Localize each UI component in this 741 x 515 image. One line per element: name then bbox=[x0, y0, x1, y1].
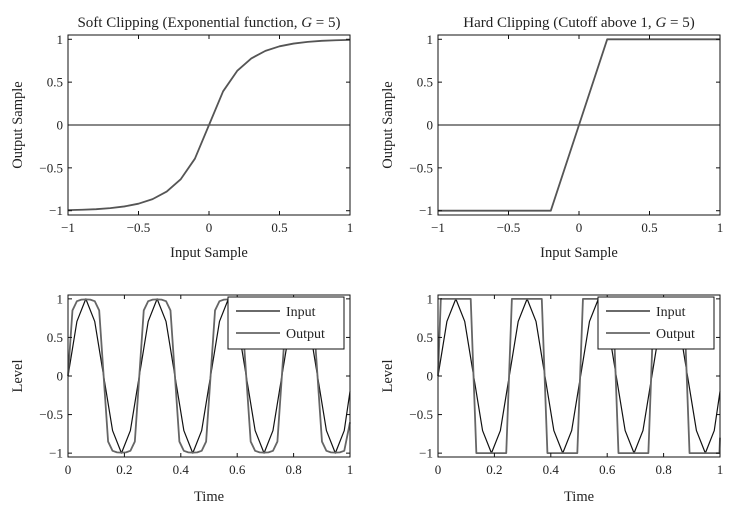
x-tick-label: 0.4 bbox=[173, 462, 190, 477]
y-tick-label: 1 bbox=[57, 32, 64, 47]
x-tick-label: 0.6 bbox=[599, 462, 616, 477]
y-tick-label: 0 bbox=[57, 118, 64, 133]
x-tick-label: 0 bbox=[576, 220, 583, 235]
legend: Input Output bbox=[597, 296, 715, 350]
x-tick-label: −1 bbox=[431, 220, 445, 235]
hard-clipping-time-panel: 0 0.2 0.4 0.6 0.8 1 −1 −0.5 0 0.5 1 Time Level Input O… bbox=[380, 291, 723, 505]
y-tick-label: 0 bbox=[57, 369, 64, 384]
x-tick-label: 0.2 bbox=[116, 462, 132, 477]
y-tick-label: 1 bbox=[427, 32, 434, 47]
y-tick-label: 0.5 bbox=[417, 330, 433, 345]
legend-label-output: Output bbox=[656, 327, 695, 342]
y-axis-label: Level bbox=[380, 359, 396, 392]
soft-clipping-time-panel: 0 0.2 0.4 0.6 0.8 1 −1 −0.5 0 0.5 1 Time Level Input O… bbox=[10, 291, 353, 505]
x-axis-label: Input Sample bbox=[540, 245, 618, 261]
y-axis-label: Output Sample bbox=[380, 81, 396, 168]
x-tick-label: −1 bbox=[61, 220, 75, 235]
x-tick-label: 1 bbox=[347, 220, 354, 235]
x-tick-label: −0.5 bbox=[497, 220, 521, 235]
hard-clipping-panel: Hard Clipping (Cutoff above 1, G = 5) −1 −… bbox=[380, 15, 723, 261]
legend-box bbox=[227, 296, 345, 350]
y-tick-label: 0.5 bbox=[47, 330, 63, 345]
x-tick-label: 1 bbox=[347, 462, 354, 477]
x-tick-label: 0 bbox=[435, 462, 442, 477]
soft-clipping-panel: Soft Clipping (Exponential function, G =… bbox=[10, 15, 353, 261]
x-tick-label: 0.5 bbox=[641, 220, 657, 235]
y-axis-label: Output Sample bbox=[10, 81, 26, 168]
x-axis-label: Time bbox=[194, 489, 224, 505]
y-tick-label: −1 bbox=[49, 446, 63, 461]
y-tick-label: −0.5 bbox=[409, 160, 433, 175]
x-axis-label: Time bbox=[564, 489, 594, 505]
x-axis-label: Input Sample bbox=[170, 245, 248, 261]
x-tick-label: 0 bbox=[206, 220, 213, 235]
chart-title: Soft Clipping (Exponential function, G =… bbox=[77, 15, 340, 31]
y-tick-label: 1 bbox=[427, 291, 434, 306]
chart-title: Hard Clipping (Cutoff above 1, G = 5) bbox=[463, 15, 695, 31]
x-tick-label: 0.8 bbox=[285, 462, 301, 477]
y-axis-label: Level bbox=[10, 359, 26, 392]
series-line-curve bbox=[438, 38, 720, 212]
legend-label-input: Input bbox=[656, 305, 686, 320]
y-tick-label: 0.5 bbox=[47, 75, 63, 90]
series-line-curve bbox=[67, 38, 351, 212]
x-tick-label: 1 bbox=[717, 462, 724, 477]
y-tick-label: 0 bbox=[427, 369, 434, 384]
y-tick-label: −0.5 bbox=[39, 407, 63, 422]
y-tick-label: −1 bbox=[419, 446, 433, 461]
x-tick-label: −0.5 bbox=[127, 220, 151, 235]
y-tick-label: −1 bbox=[49, 203, 63, 218]
y-tick-label: 0 bbox=[427, 118, 434, 133]
x-tick-label: 1 bbox=[717, 220, 724, 235]
y-tick-label: 1 bbox=[57, 291, 64, 306]
legend-label-output: Output bbox=[286, 327, 325, 342]
y-tick-label: 0.5 bbox=[417, 75, 433, 90]
y-tick-label: −1 bbox=[419, 203, 433, 218]
legend: Input Output bbox=[227, 296, 345, 350]
y-tick-label: −0.5 bbox=[409, 407, 433, 422]
x-tick-label: 0.8 bbox=[655, 462, 671, 477]
x-tick-label: 0.2 bbox=[486, 462, 502, 477]
x-tick-label: 0 bbox=[65, 462, 72, 477]
legend-box bbox=[597, 296, 715, 350]
x-tick-label: 0.4 bbox=[543, 462, 560, 477]
x-tick-label: 0.6 bbox=[229, 462, 246, 477]
y-tick-label: −0.5 bbox=[39, 160, 63, 175]
legend-label-input: Input bbox=[286, 305, 316, 320]
x-tick-label: 0.5 bbox=[271, 220, 287, 235]
